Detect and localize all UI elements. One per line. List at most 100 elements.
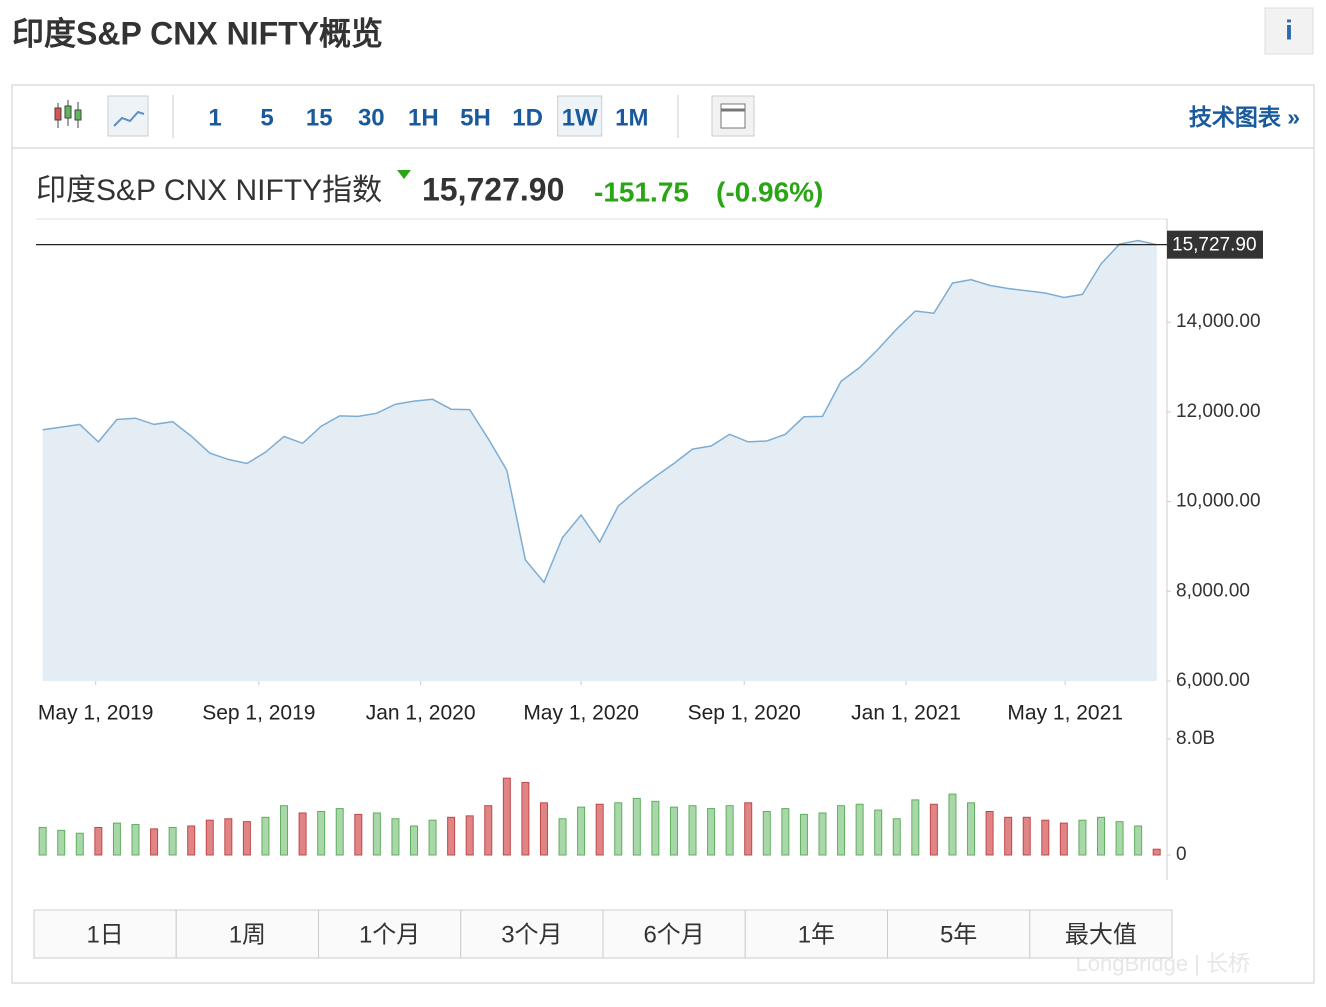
range-label[interactable]: 1个月: [359, 921, 420, 948]
interval-button[interactable]: 1M: [615, 104, 648, 131]
volume-bar: [354, 813, 363, 856]
x-tick-label: May 1, 2019: [38, 702, 154, 725]
quote-name: 印度S&P CNX NIFTY指数: [36, 174, 382, 207]
volume-bar: [1059, 822, 1068, 856]
volume-bar: [967, 802, 976, 856]
quote-change: -151.75: [594, 176, 689, 207]
volume-bar: [131, 824, 140, 856]
x-tick-label: Jan 1, 2021: [851, 702, 961, 725]
volume-bar: [391, 818, 400, 856]
volume-bar: [1096, 816, 1105, 856]
volume-bar: [205, 819, 214, 856]
range-button[interactable]: [1029, 909, 1173, 959]
volume-bar: [707, 808, 716, 856]
volume-bar: [911, 799, 920, 856]
volume-bar: [688, 805, 697, 856]
volume-bar: [1152, 848, 1161, 856]
volume-bar: [224, 818, 233, 856]
volume-bar: [465, 815, 474, 856]
range-button[interactable]: [602, 909, 746, 959]
candle-icon[interactable]: [54, 100, 82, 128]
range-label[interactable]: 5年: [940, 921, 977, 948]
interval-selected[interactable]: [557, 95, 603, 137]
volume-bar: [521, 782, 530, 856]
range-button[interactable]: [175, 909, 319, 959]
range-button[interactable]: [887, 909, 1031, 959]
volume-bar: [539, 802, 548, 856]
x-tick-label: May 1, 2021: [1007, 702, 1123, 725]
info-icon[interactable]: i: [1285, 14, 1293, 45]
volume-bar: [57, 829, 66, 856]
range-label[interactable]: 3个月: [501, 921, 562, 948]
volume-bar: [762, 811, 771, 856]
range-label[interactable]: 1日: [86, 921, 123, 948]
table-button[interactable]: [711, 95, 755, 137]
volume-bar: [632, 797, 641, 856]
range-button[interactable]: [33, 909, 177, 959]
volume-bar: [1134, 825, 1143, 856]
range-label[interactable]: 最大值: [1065, 921, 1137, 948]
volume-bar: [781, 808, 790, 856]
volume-bar: [948, 793, 957, 856]
volume-bar: [261, 816, 270, 856]
volume-bar: [595, 803, 604, 856]
volume-bar: [1004, 816, 1013, 856]
volume-bar: [75, 832, 84, 856]
range-label[interactable]: 1年: [798, 921, 835, 948]
technical-chart-link[interactable]: 技术图表 »: [1189, 104, 1300, 130]
range-button[interactable]: [460, 909, 604, 959]
interval-button[interactable]: 5: [260, 104, 273, 131]
range-button[interactable]: [744, 909, 888, 959]
x-tick-label: May 1, 2020: [523, 702, 639, 725]
range-button[interactable]: [318, 909, 462, 959]
x-tick-label: Sep 1, 2020: [688, 702, 801, 725]
volume-bar: [428, 819, 437, 856]
volume-bar: [818, 812, 827, 856]
volume-bar: [874, 809, 883, 856]
interval-button[interactable]: 5H: [460, 104, 491, 131]
volume-bar: [1022, 816, 1031, 856]
volume-bar: [929, 803, 938, 856]
line-icon-button[interactable]: [107, 95, 149, 137]
interval-button[interactable]: 1D: [512, 104, 543, 131]
y-tick-label: 8,000.00: [1176, 580, 1250, 601]
interval-button[interactable]: 15: [306, 104, 333, 131]
interval-button[interactable]: 1W: [562, 104, 598, 131]
volume-bar: [669, 806, 678, 856]
price-area: [42, 240, 1157, 681]
volume-bar: [725, 805, 734, 856]
info-button[interactable]: [1264, 7, 1314, 55]
volume-bar: [1041, 819, 1050, 856]
volume-tick-label: 8.0B: [1176, 728, 1215, 749]
interval-button[interactable]: 30: [358, 104, 385, 131]
volume-bar: [187, 825, 196, 856]
volume-bar: [242, 821, 251, 856]
volume-bar: [484, 805, 493, 856]
volume-bar: [1115, 821, 1124, 856]
y-tick-label: 6,000.00: [1176, 670, 1250, 691]
volume-bar: [558, 818, 567, 856]
interval-button[interactable]: 1H: [408, 104, 439, 131]
volume-bar: [1078, 819, 1087, 856]
volume-bar: [372, 812, 381, 856]
range-label[interactable]: 1周: [229, 921, 266, 948]
price-line: [42, 239, 1157, 584]
volume-bar: [150, 828, 159, 856]
y-tick-label: 12,000.00: [1176, 401, 1261, 422]
volume-bar: [799, 813, 808, 856]
volume-bar: [985, 811, 994, 856]
x-tick-label: Sep 1, 2019: [202, 702, 315, 725]
volume-bar: [280, 805, 289, 856]
quote-change-pct: (-0.96%): [716, 176, 823, 207]
volume-bar: [892, 818, 901, 856]
last-price-box: [1167, 230, 1263, 259]
table-icon: [720, 103, 746, 129]
range-label[interactable]: 6个月: [643, 921, 704, 948]
page-title: 印度S&P CNX NIFTY概览: [12, 15, 383, 51]
volume-bar: [317, 811, 326, 856]
interval-button[interactable]: 1: [208, 104, 221, 131]
volume-bar: [855, 803, 864, 856]
volume-bar: [502, 777, 511, 856]
